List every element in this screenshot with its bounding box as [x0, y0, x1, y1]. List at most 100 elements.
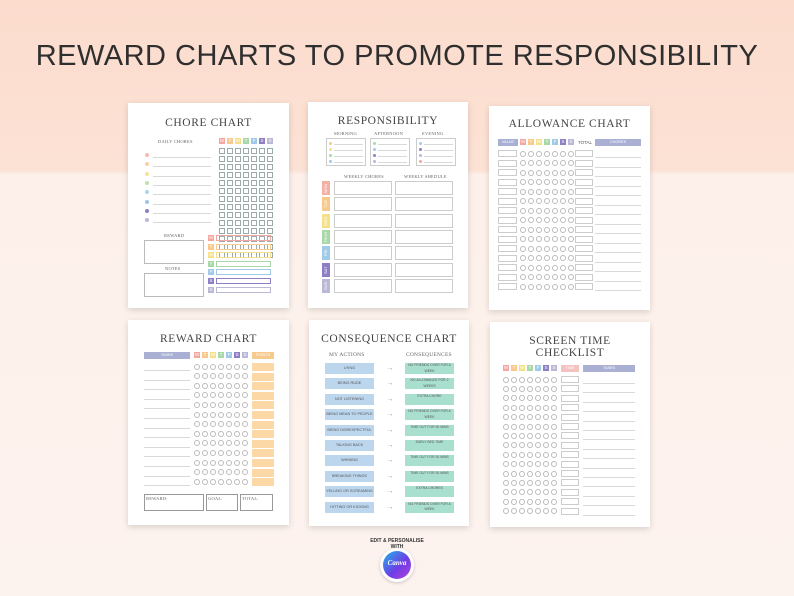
screen-check — [527, 414, 533, 421]
total-field[interactable] — [240, 494, 273, 511]
total-cell — [575, 188, 593, 195]
allowance-check — [544, 160, 550, 166]
reward-check — [218, 363, 224, 370]
chore-line — [595, 261, 641, 263]
screen-task-line — [583, 477, 635, 478]
chore-checkbox — [251, 220, 257, 226]
screen-check — [519, 395, 525, 402]
task-line — [144, 475, 190, 477]
value-cell — [498, 207, 517, 214]
screen-check — [519, 489, 525, 496]
screen-check — [535, 442, 541, 449]
reward-day-bar — [216, 243, 271, 250]
allowance-check — [552, 198, 558, 204]
screen-check — [511, 508, 517, 515]
chore-line — [153, 212, 211, 214]
allowance-check — [536, 198, 542, 204]
canva-logo-icon — [383, 551, 411, 579]
task-line — [144, 485, 190, 487]
value-cell — [498, 216, 517, 224]
reward-check — [218, 411, 224, 418]
consequence-pill: NO FRIENDS OVER FOR A WEEK — [405, 363, 454, 374]
chore-checkbox — [227, 188, 233, 194]
screen-task-line — [583, 505, 635, 507]
reward-check — [218, 430, 224, 437]
reward-check — [210, 392, 216, 399]
weekly-chore-box — [334, 213, 392, 228]
reward-check — [194, 373, 200, 380]
reward-check — [242, 382, 248, 389]
total-cell — [575, 216, 593, 224]
screen-check — [511, 442, 517, 449]
reward-check — [218, 459, 224, 466]
weekday-tag: FRI — [322, 246, 330, 261]
reward-check — [234, 449, 240, 456]
task-line — [144, 379, 190, 381]
time-cell — [561, 413, 579, 421]
chore-checkbox — [267, 196, 273, 202]
allowance-check — [528, 226, 534, 233]
allowance-check — [520, 274, 526, 280]
points-cell — [252, 449, 274, 458]
allowance-check — [544, 169, 550, 176]
chore-checkbox — [259, 204, 265, 210]
routine-dot — [419, 142, 422, 145]
routine-line — [334, 156, 363, 157]
reward-check — [226, 411, 232, 418]
routine-box — [370, 138, 410, 166]
chore-checkbox — [219, 228, 225, 234]
allowance-check — [528, 150, 534, 157]
allowance-check — [520, 245, 526, 252]
reward-check — [210, 440, 216, 447]
chore-checkbox — [235, 180, 241, 186]
allowance-check — [520, 264, 526, 271]
reward-check — [210, 363, 216, 370]
weekday-tag: SAT — [322, 262, 330, 277]
chore-line — [153, 157, 211, 158]
reward-field[interactable] — [144, 494, 204, 511]
allowance-check — [552, 169, 558, 176]
allowance-check — [560, 236, 566, 242]
time-cell — [561, 385, 579, 393]
chore-checkbox — [243, 236, 249, 242]
allowance-check — [544, 283, 550, 290]
chore-checkbox — [259, 180, 265, 186]
screen-check — [543, 461, 549, 468]
chore-checkbox — [235, 172, 241, 178]
reward-check — [194, 421, 200, 428]
notes-box[interactable] — [144, 273, 204, 297]
screen-task-line — [583, 420, 635, 422]
arrow-icon: → — [386, 380, 394, 388]
reward-check — [226, 459, 232, 466]
goal-field-label: GOAL: — [208, 496, 223, 501]
screen-task-line — [583, 383, 635, 384]
reward-check — [194, 392, 200, 399]
reward-box[interactable] — [144, 240, 204, 264]
value-cell — [498, 159, 517, 167]
screen-check — [519, 423, 525, 430]
reward-check — [194, 440, 200, 447]
allowance-check — [536, 169, 542, 176]
consequence-pill: NO FRIENDS OVER FOR A WEEK — [405, 409, 454, 421]
consequence-pill: TIME OUT FOR 30 MINS — [405, 424, 454, 436]
allowance-check — [568, 150, 574, 157]
points-cell — [252, 401, 274, 410]
chore-checkbox — [227, 236, 233, 242]
arrow-icon: → — [386, 488, 394, 496]
reward-check — [202, 440, 208, 447]
screen-check — [535, 489, 541, 496]
day-letter: M — [503, 365, 509, 371]
routine-line — [378, 162, 407, 163]
screen-task-line — [583, 430, 635, 431]
value-header: VALUE — [498, 139, 518, 146]
reward-check — [234, 401, 240, 408]
goal-field[interactable] — [206, 494, 238, 511]
allowance-check — [552, 188, 558, 195]
chore-checkbox — [235, 188, 241, 194]
value-cell — [498, 178, 517, 186]
chore-checkbox — [259, 196, 265, 202]
chore-line — [595, 252, 641, 253]
reward-check — [194, 363, 200, 370]
value-cell — [498, 226, 517, 233]
screen-task-line — [583, 458, 635, 460]
